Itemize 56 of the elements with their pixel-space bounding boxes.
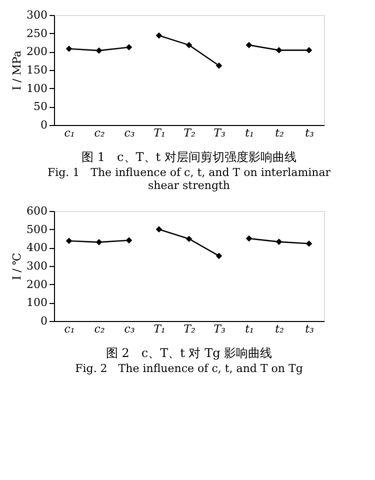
point: [306, 47, 312, 54]
point: [126, 44, 132, 50]
y-tick-label: 400: [26, 241, 48, 254]
point: [96, 47, 102, 54]
point: [216, 252, 222, 260]
y-tick-label: 600: [26, 204, 48, 218]
point: [246, 235, 252, 242]
x-tick-label: t₁: [245, 126, 254, 140]
point: [306, 240, 312, 247]
x-tick-label: T₃: [214, 322, 226, 336]
y-tick-label: 250: [26, 26, 48, 40]
x-tick-label: c₂: [94, 322, 105, 336]
y-tick-label: 100: [26, 296, 48, 310]
point: [66, 238, 72, 244]
y-tick-label: 100: [26, 82, 48, 95]
x-tick-label: c₁: [64, 322, 75, 336]
caption: Fig. 2 The influence of c, t, and T on Tg: [75, 362, 303, 375]
point: [276, 238, 282, 245]
x-tick-label: c₁: [64, 126, 75, 140]
point: [66, 46, 72, 52]
x-tick-label: T₁: [154, 126, 166, 140]
y-tick-label: 300: [26, 260, 48, 272]
y-axis-title: I / MPa: [10, 50, 24, 90]
x-tick-label: c₃: [124, 322, 135, 336]
x-tick-label: t₁: [245, 322, 254, 336]
point: [96, 239, 102, 246]
y-tick-label: 200: [26, 45, 48, 58]
y-tick-label: 150: [26, 64, 48, 76]
x-tick-label: c₂: [94, 126, 105, 140]
x-tick-label: T₂: [184, 322, 196, 336]
point: [186, 236, 192, 242]
y-axis-title: I / ℃: [10, 252, 24, 280]
point: [216, 62, 222, 69]
point: [276, 47, 282, 54]
x-tick-label: t₂: [275, 322, 284, 336]
x-tick-label: t₃: [305, 322, 314, 336]
y-tick-label: 500: [26, 222, 48, 236]
y-tick-label: 0: [40, 118, 48, 132]
point: [156, 32, 162, 39]
point: [246, 42, 252, 48]
text: 图 2 c、T、t 对 Tg 影响曲线: [106, 346, 272, 360]
x-tick-label: t₃: [305, 126, 314, 140]
x-tick-label: t₂: [275, 126, 284, 140]
point: [156, 226, 162, 232]
x-tick-label: T₃: [214, 126, 226, 140]
point: [126, 237, 132, 244]
caption: Fig. 1 The influence of c, t, and T on interlaminar shear strength: [47, 166, 332, 192]
text: 图 1 c、T、t 对层间剪切强度影响曲线: [82, 150, 296, 164]
point: [186, 42, 192, 48]
x-tick-label: c₃: [124, 126, 135, 140]
x-tick-label: T₁: [154, 322, 166, 336]
y-tick-label: 200: [26, 278, 48, 291]
x-tick-label: T₂: [184, 126, 196, 140]
y-tick-label: 300: [26, 8, 48, 22]
y-tick-label: 50: [34, 100, 48, 114]
y-tick-label: 0: [40, 314, 48, 328]
